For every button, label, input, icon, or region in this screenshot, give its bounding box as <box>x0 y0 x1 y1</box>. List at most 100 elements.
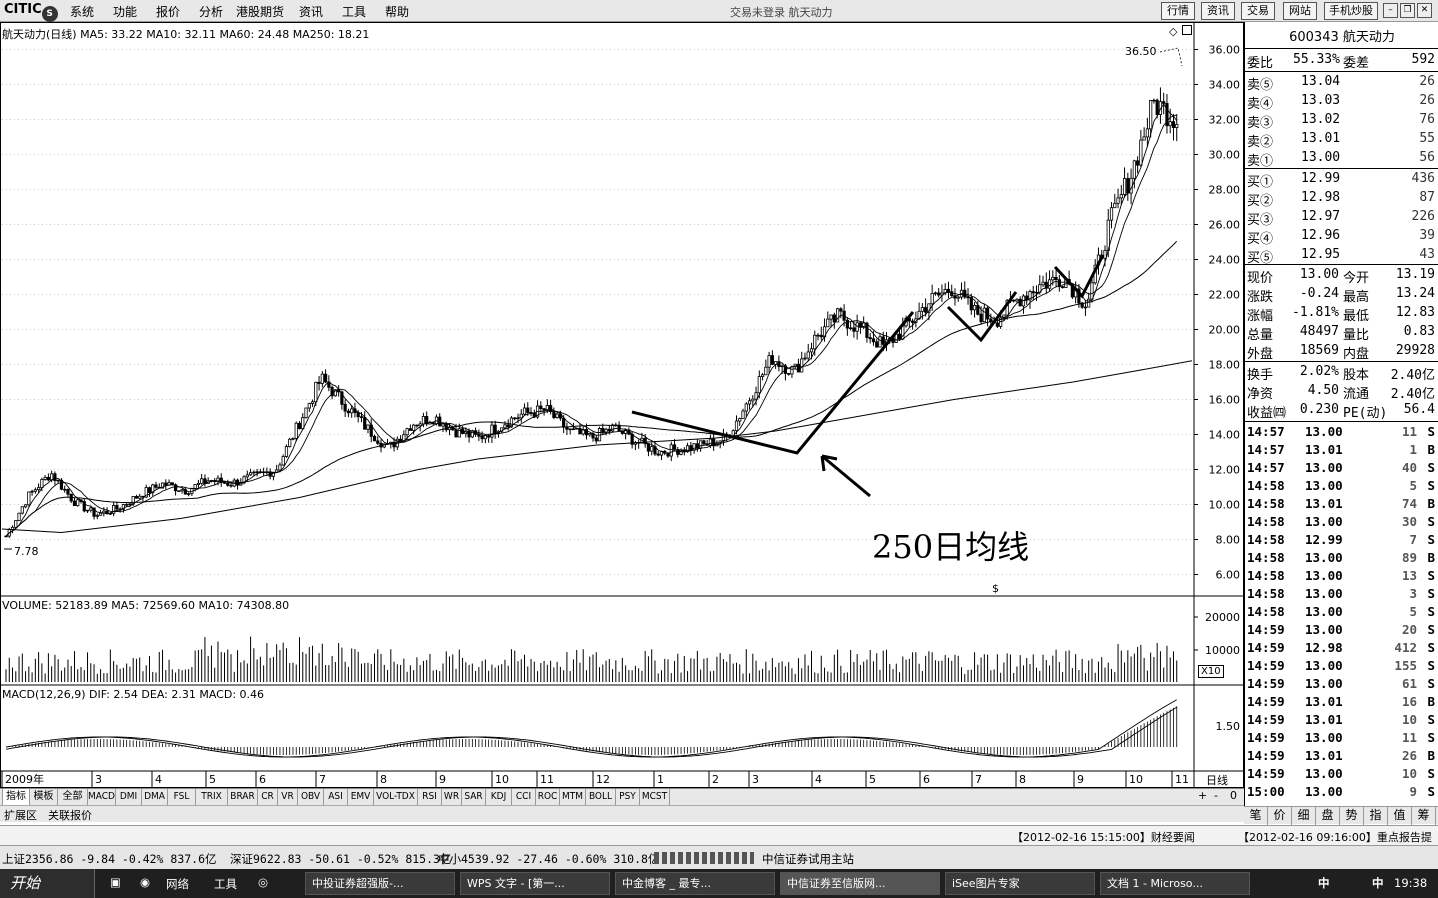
indicator-tab-mtm[interactable]: MTM <box>560 789 586 806</box>
price-tick-label: 36.00 <box>1209 44 1241 57</box>
quote-view-button[interactable]: 指 <box>1364 807 1388 825</box>
candle-body <box>777 361 781 367</box>
indicator-tab-asi[interactable]: ASI <box>324 789 348 806</box>
ime-indicator[interactable]: 中 <box>1318 876 1330 890</box>
task-item-4[interactable]: 中信证券至信版网... <box>780 872 940 895</box>
news-item-2[interactable]: 【2012-02-16 09:16:00】重点报告提 <box>1238 831 1432 844</box>
top-button-mobile[interactable]: 手机炒股 <box>1324 2 1378 20</box>
zoom-out-button[interactable]: - <box>1214 789 1218 802</box>
menu-tools[interactable]: 工具 <box>342 5 367 19</box>
indicator-tab-vr[interactable]: VR <box>278 789 298 806</box>
indicator-tab-macd[interactable]: MACD <box>88 789 116 806</box>
indicator-tab-fsl[interactable]: FSL <box>168 789 196 806</box>
candle-body <box>865 322 869 338</box>
indicator-tab-emv[interactable]: EMV <box>348 789 374 806</box>
indicator-tab-模板[interactable]: 模板 <box>30 789 58 806</box>
menu-function[interactable]: 功能 <box>113 5 138 19</box>
indicator-tab-指标[interactable]: 指标 <box>2 789 30 806</box>
top-button-website[interactable]: 网站 <box>1283 2 1317 20</box>
quick-network[interactable]: 网络 <box>166 877 189 891</box>
ie-icon[interactable]: ◉ <box>140 875 151 889</box>
indicator-tab-cci[interactable]: CCI <box>512 789 536 806</box>
top-button-market[interactable]: 行情 <box>1161 2 1195 20</box>
shenzhen-index[interactable]: 深证9622.83 -50.61 -0.52% 815.3亿 <box>230 852 452 866</box>
indicator-tab-brar[interactable]: BRAR <box>228 789 258 806</box>
period-label[interactable]: 日线 <box>1206 774 1228 787</box>
candle-body <box>33 489 37 492</box>
quote-view-button[interactable]: 势 <box>1340 807 1364 825</box>
candle-body <box>509 417 514 428</box>
quote-panel: 600343 航天动力 委比 55.33% 委差 592 卖⑤ 13.04 26 卖④… <box>1244 22 1438 806</box>
indicator-tab-cr[interactable]: CR <box>258 789 278 806</box>
tab-related-quotes[interactable]: 关联报价 <box>48 809 92 822</box>
candle-body <box>405 428 409 436</box>
task-item-3[interactable]: 中金博客 _ 最专... <box>615 872 775 895</box>
restore-icon[interactable]: ❐ <box>1400 3 1415 18</box>
stat2-row-1: 净资 4.50 流通 2.40亿 <box>1247 383 1435 402</box>
diamond-icon[interactable]: ◇ <box>1169 25 1178 38</box>
shanghai-index[interactable]: 上证2356.86 -9.84 -0.42% 837.6亿 <box>2 852 217 866</box>
candle-body <box>72 500 77 506</box>
close-icon[interactable]: ✕ <box>1417 3 1432 18</box>
candle-body <box>98 512 103 516</box>
menu-system[interactable]: 系统 <box>70 5 95 19</box>
task-item-2[interactable]: WPS 文字 - [第一... <box>460 872 610 895</box>
indicator-tab-全部[interactable]: 全部 <box>58 789 88 806</box>
indicator-tab-sar[interactable]: SAR <box>462 789 486 806</box>
indicator-tab-boll[interactable]: BOLL <box>586 789 616 806</box>
start-button[interactable]: 开始 <box>0 869 95 898</box>
indicator-tab-mcst[interactable]: MCST <box>640 789 670 806</box>
zoom-in-button[interactable]: + <box>1198 789 1208 802</box>
indicator-tab-kdj[interactable]: KDJ <box>486 789 512 806</box>
candle-body <box>839 308 843 312</box>
annotation-arrow <box>820 454 871 498</box>
tab-extension[interactable]: 扩展区 <box>4 809 37 822</box>
indicator-tab-wr[interactable]: WR <box>442 789 462 806</box>
top-button-info[interactable]: 资讯 <box>1201 2 1235 20</box>
candle-body <box>969 297 973 311</box>
candle-body <box>933 292 938 295</box>
news-item-1[interactable]: 【2012-02-16 15:15:00】财经要闻 <box>1012 831 1195 844</box>
indicator-tab-obv[interactable]: OBV <box>298 789 324 806</box>
desktop-icon[interactable]: ▣ <box>110 875 121 889</box>
indicator-tab-rsi[interactable]: RSI <box>418 789 442 806</box>
menu-news[interactable]: 资讯 <box>299 5 324 19</box>
browser-icon[interactable]: ◎ <box>258 875 269 889</box>
candle-body <box>1061 286 1065 288</box>
candle-body <box>793 363 797 368</box>
candle-body <box>760 374 765 377</box>
task-item-6[interactable]: 文档 1 - Microso... <box>1100 872 1250 895</box>
square-icon[interactable] <box>1182 25 1192 35</box>
ime-indicator-2[interactable]: 中 <box>1372 876 1384 890</box>
indicator-tab-psy[interactable]: PSY <box>616 789 640 806</box>
menu-help[interactable]: 帮助 <box>385 5 410 19</box>
candle-body <box>1116 197 1120 204</box>
quote-view-button[interactable]: 细 <box>1292 807 1316 825</box>
quote-view-button[interactable]: 价 <box>1268 807 1292 825</box>
quote-view-button[interactable]: 值 <box>1388 807 1412 825</box>
menu-analysis[interactable]: 分析 <box>199 5 224 19</box>
menu-quote[interactable]: 报价 <box>156 5 181 19</box>
kline-chart[interactable]: 36.0034.0032.0030.0028.0026.0024.0022.00… <box>0 22 1244 788</box>
chart-area[interactable]: 36.00 34.00 32.00 30.00 28.00 26.00 24.00 22.00… <box>0 22 1244 788</box>
task-item-1[interactable]: 中投证券超强版-... <box>305 872 455 895</box>
quote-view-button[interactable]: 盘 <box>1316 807 1340 825</box>
quick-tools[interactable]: 工具 <box>214 877 237 891</box>
candle-body <box>1080 302 1084 308</box>
quote-view-button[interactable]: 笔 <box>1244 807 1268 825</box>
indicator-tab-dmi[interactable]: DMI <box>116 789 142 806</box>
minimize-icon[interactable]: – <box>1383 3 1398 18</box>
menu-hk-futures[interactable]: 港股期货 <box>236 5 285 19</box>
task-item-5[interactable]: iSee图片专家 <box>945 872 1095 895</box>
top-button-trade[interactable]: 交易 <box>1241 2 1275 20</box>
candle-body <box>646 443 651 452</box>
zoom-reset-button[interactable]: 0 <box>1230 789 1237 802</box>
indicator-tab-vol-tdx[interactable]: VOL-TDX <box>374 789 418 806</box>
indicator-tab-roc[interactable]: ROC <box>536 789 560 806</box>
sme-index[interactable]: 中小4539.92 -27.46 -0.60% 310.8亿 <box>438 852 660 866</box>
indicator-tab-dma[interactable]: DMA <box>142 789 168 806</box>
quote-view-button[interactable]: 筹 <box>1412 807 1436 825</box>
candle-body <box>56 479 60 482</box>
indicator-tab-trix[interactable]: TRIX <box>196 789 228 806</box>
candle-body <box>177 490 181 492</box>
